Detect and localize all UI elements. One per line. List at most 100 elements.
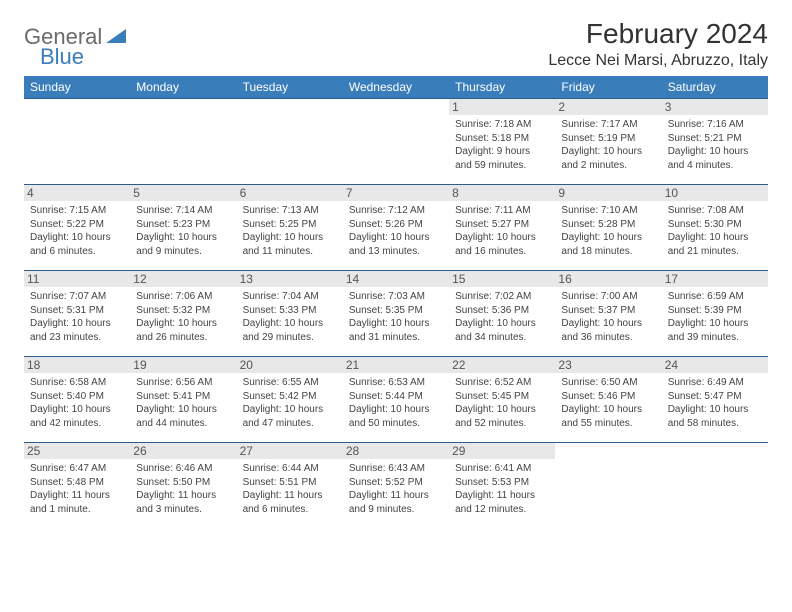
calendar-day-cell: 29 Sunrise: 6:41 AMSunset: 5:53 PMDayligh… (449, 443, 555, 529)
calendar-day-cell (237, 99, 343, 185)
day-sun-info: Sunrise: 7:03 AMSunset: 5:35 PMDaylight:… (349, 290, 443, 344)
calendar-day-cell: 1Sunrise: 7:18 AMSunset: 5:18 PMDaylight… (449, 99, 555, 185)
day-number: 21 (343, 357, 449, 373)
calendar-day-cell: 12 Sunrise: 7:06 AMSunset: 5:32 PMDayligh… (130, 271, 236, 357)
day-number: 22 (449, 357, 555, 373)
calendar-day-cell: 18 Sunrise: 6:58 AMSunset: 5:40 PMDayligh… (24, 357, 130, 443)
day-sun-info: Sunrise: 7:13 AMSunset: 5:25 PMDaylight:… (243, 204, 337, 258)
calendar-day-cell: 4 Sunrise: 7:15 AMSunset: 5:22 PMDaylight… (24, 185, 130, 271)
day-number: 4 (24, 185, 130, 201)
calendar-day-cell: 16Sunrise: 7:00 AMSunset: 5:37 PMDayligh… (555, 271, 661, 357)
title-block: February 2024 Lecce Nei Marsi, Abruzzo, … (548, 18, 768, 70)
day-number: 7 (343, 185, 449, 201)
calendar-day-cell: 2 Sunrise: 7:17 AMSunset: 5:19 PMDaylight… (555, 99, 661, 185)
day-number: 12 (130, 271, 236, 287)
calendar-day-cell: 21Sunrise: 6:53 AMSunset: 5:44 PMDayligh… (343, 357, 449, 443)
weekday-header: Tuesday (237, 76, 343, 99)
calendar-day-cell: 20 Sunrise: 6:55 AMSunset: 5:42 PMDayligh… (237, 357, 343, 443)
calendar-day-cell: 8Sunrise: 7:11 AMSunset: 5:27 PMDaylight… (449, 185, 555, 271)
day-sun-info: Sunrise: 6:56 AMSunset: 5:41 PMDaylight:… (136, 376, 230, 430)
day-sun-info: Sunrise: 7:06 AMSunset: 5:32 PMDaylight:… (136, 290, 230, 344)
day-sun-info: Sunrise: 7:16 AMSunset: 5:21 PMDaylight:… (668, 118, 762, 172)
month-title: February 2024 (548, 18, 768, 50)
day-number: 18 (24, 357, 130, 373)
day-number: 19 (130, 357, 236, 373)
day-number: 11 (24, 271, 130, 287)
logo-triangle-icon (106, 27, 126, 48)
day-number: 23 (555, 357, 661, 373)
day-sun-info: Sunrise: 7:04 AMSunset: 5:33 PMDaylight:… (243, 290, 337, 344)
day-sun-info: Sunrise: 7:10 AMSunset: 5:28 PMDaylight:… (561, 204, 655, 258)
day-number: 20 (237, 357, 343, 373)
calendar-day-cell (24, 99, 130, 185)
calendar-day-cell: 25Sunrise: 6:47 AMSunset: 5:48 PMDayligh… (24, 443, 130, 529)
day-number: 16 (555, 271, 661, 287)
calendar-day-cell: 26Sunrise: 6:46 AMSunset: 5:50 PMDayligh… (130, 443, 236, 529)
day-sun-info: Sunrise: 6:43 AMSunset: 5:52 PMDaylight:… (349, 462, 443, 516)
day-sun-info: Sunrise: 6:59 AMSunset: 5:39 PMDaylight:… (668, 290, 762, 344)
weekday-header: Friday (555, 76, 661, 99)
day-number (237, 99, 343, 115)
weekday-header: Thursday (449, 76, 555, 99)
day-sun-info: Sunrise: 6:49 AMSunset: 5:47 PMDaylight:… (668, 376, 762, 430)
calendar-week-row: 1Sunrise: 7:18 AMSunset: 5:18 PMDaylight… (24, 99, 768, 185)
calendar-day-cell: 9Sunrise: 7:10 AMSunset: 5:28 PMDaylight… (555, 185, 661, 271)
day-sun-info: Sunrise: 6:55 AMSunset: 5:42 PMDaylight:… (243, 376, 337, 430)
day-number (555, 443, 661, 459)
weekday-header: Saturday (662, 76, 768, 99)
day-number: 5 (130, 185, 236, 201)
day-number: 13 (237, 271, 343, 287)
logo-text-blue: Blue (40, 44, 84, 70)
day-number: 29 (449, 443, 555, 459)
day-sun-info: Sunrise: 6:44 AMSunset: 5:51 PMDaylight:… (243, 462, 337, 516)
calendar-body: 1Sunrise: 7:18 AMSunset: 5:18 PMDaylight… (24, 99, 768, 529)
weekday-header: Sunday (24, 76, 130, 99)
calendar-day-cell: 17 Sunrise: 6:59 AMSunset: 5:39 PMDayligh… (662, 271, 768, 357)
calendar-day-cell: 11 Sunrise: 7:07 AMSunset: 5:31 PMDayligh… (24, 271, 130, 357)
day-number: 17 (662, 271, 768, 287)
calendar-day-cell: 23 Sunrise: 6:50 AMSunset: 5:46 PMDayligh… (555, 357, 661, 443)
calendar-day-cell (130, 99, 236, 185)
calendar-week-row: 25Sunrise: 6:47 AMSunset: 5:48 PMDayligh… (24, 443, 768, 529)
header: General February 2024 Lecce Nei Marsi, A… (24, 18, 768, 70)
day-sun-info: Sunrise: 7:12 AMSunset: 5:26 PMDaylight:… (349, 204, 443, 258)
calendar-table: SundayMondayTuesdayWednesdayThursdayFrid… (24, 76, 768, 529)
calendar-week-row: 11 Sunrise: 7:07 AMSunset: 5:31 PMDayligh… (24, 271, 768, 357)
calendar-day-cell: 19 Sunrise: 6:56 AMSunset: 5:41 PMDayligh… (130, 357, 236, 443)
day-sun-info: Sunrise: 7:15 AMSunset: 5:22 PMDaylight:… (30, 204, 124, 258)
day-sun-info: Sunrise: 6:41 AMSunset: 5:53 PMDaylight:… (455, 462, 549, 516)
weekday-header: Wednesday (343, 76, 449, 99)
day-sun-info: Sunrise: 6:50 AMSunset: 5:46 PMDaylight:… (561, 376, 655, 430)
calendar-week-row: 18 Sunrise: 6:58 AMSunset: 5:40 PMDayligh… (24, 357, 768, 443)
day-number: 2 (555, 99, 661, 115)
day-sun-info: Sunrise: 6:47 AMSunset: 5:48 PMDaylight:… (30, 462, 124, 516)
calendar-day-cell: 15Sunrise: 7:02 AMSunset: 5:36 PMDayligh… (449, 271, 555, 357)
day-number: 1 (449, 99, 555, 115)
day-number: 3 (662, 99, 768, 115)
day-number: 26 (130, 443, 236, 459)
day-sun-info: Sunrise: 7:17 AMSunset: 5:19 PMDaylight:… (561, 118, 655, 172)
calendar-day-cell: 10Sunrise: 7:08 AMSunset: 5:30 PMDayligh… (662, 185, 768, 271)
day-sun-info: Sunrise: 6:52 AMSunset: 5:45 PMDaylight:… (455, 376, 549, 430)
day-number: 27 (237, 443, 343, 459)
calendar-day-cell: 7 Sunrise: 7:12 AMSunset: 5:26 PMDaylight… (343, 185, 449, 271)
calendar-day-cell (555, 443, 661, 529)
day-sun-info: Sunrise: 6:58 AMSunset: 5:40 PMDaylight:… (30, 376, 124, 430)
day-number (130, 99, 236, 115)
day-number: 24 (662, 357, 768, 373)
calendar-header-row: SundayMondayTuesdayWednesdayThursdayFrid… (24, 76, 768, 99)
day-number: 10 (662, 185, 768, 201)
day-number: 15 (449, 271, 555, 287)
day-sun-info: Sunrise: 7:07 AMSunset: 5:31 PMDaylight:… (30, 290, 124, 344)
day-number (343, 99, 449, 115)
day-number: 8 (449, 185, 555, 201)
day-number (662, 443, 768, 459)
day-number: 28 (343, 443, 449, 459)
day-sun-info: Sunrise: 7:14 AMSunset: 5:23 PMDaylight:… (136, 204, 230, 258)
day-number: 14 (343, 271, 449, 287)
day-number: 6 (237, 185, 343, 201)
calendar-day-cell (662, 443, 768, 529)
calendar-day-cell: 3 Sunrise: 7:16 AMSunset: 5:21 PMDaylight… (662, 99, 768, 185)
calendar-day-cell: 6 Sunrise: 7:13 AMSunset: 5:25 PMDaylight… (237, 185, 343, 271)
calendar-day-cell: 28 Sunrise: 6:43 AMSunset: 5:52 PMDayligh… (343, 443, 449, 529)
